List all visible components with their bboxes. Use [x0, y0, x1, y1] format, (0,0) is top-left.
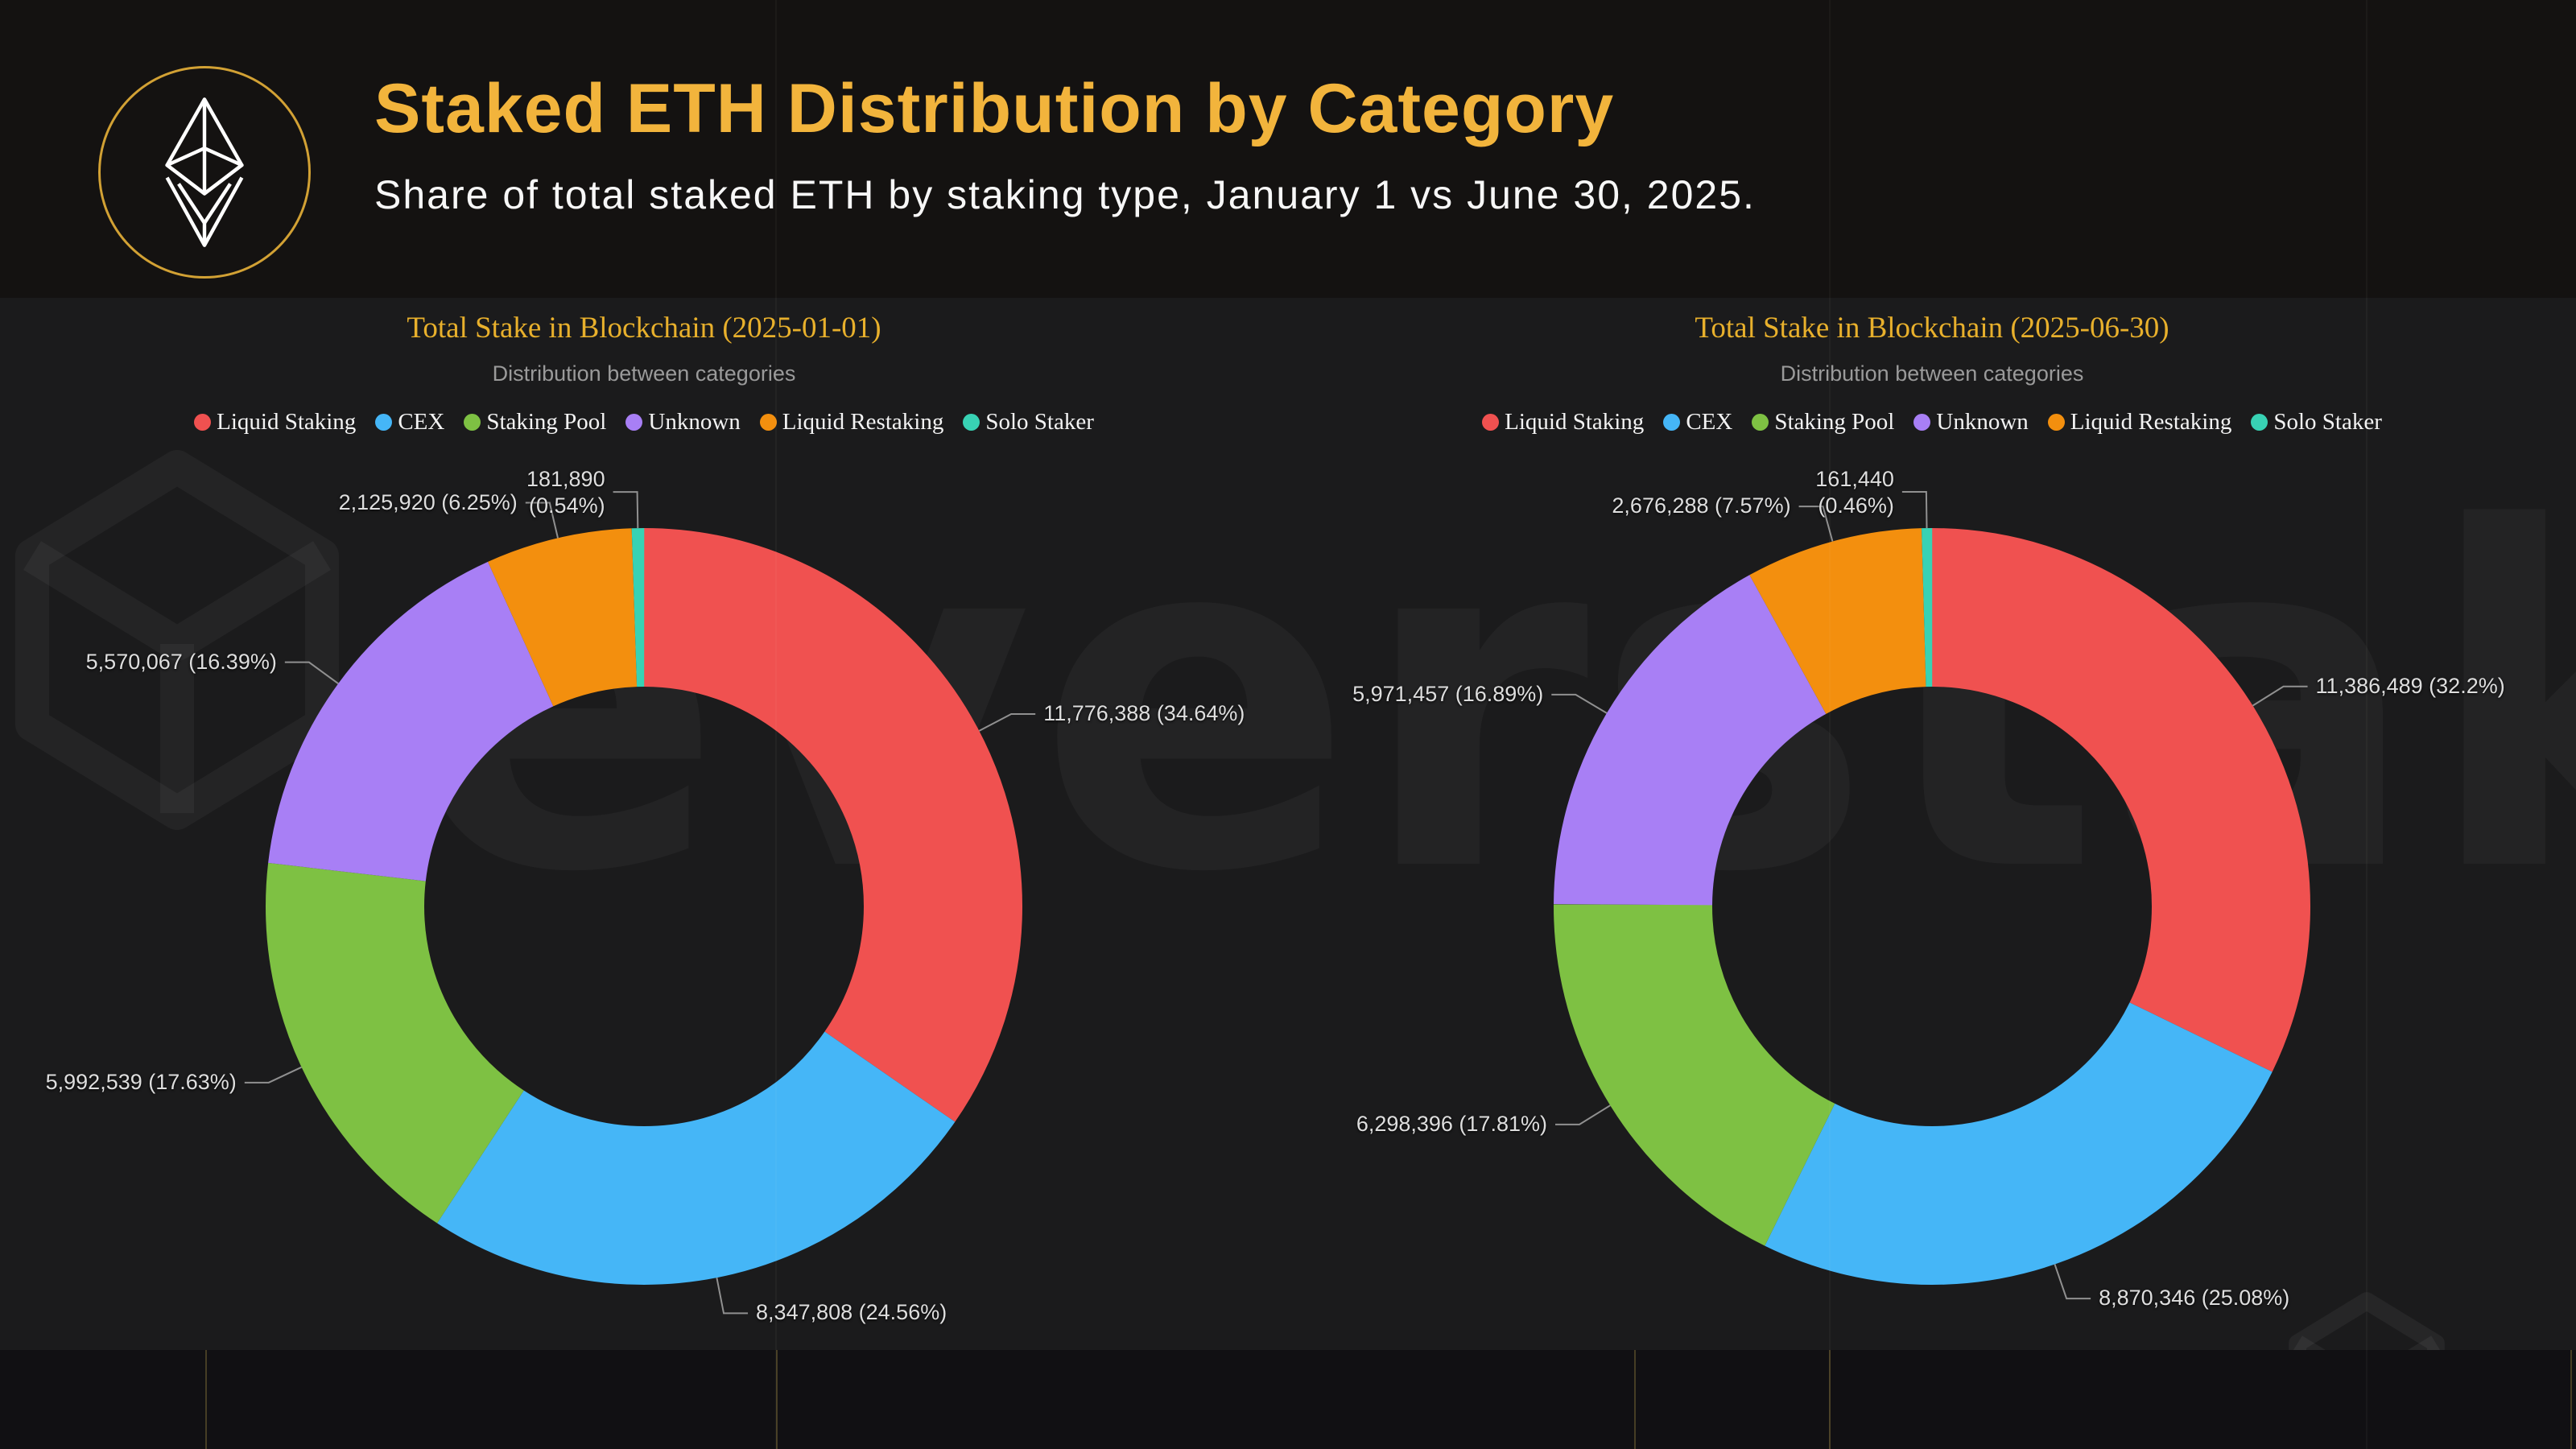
label-connector: [1554, 1104, 1611, 1125]
legend-dot: [1752, 414, 1769, 431]
label-connector: [1901, 491, 1928, 529]
label-connector: [244, 1066, 302, 1084]
pie-slice-cex[interactable]: [266, 528, 1022, 1285]
label-connector: [1798, 506, 1834, 542]
legend-dot: [625, 414, 643, 431]
legend-item-staking-pool[interactable]: Staking Pool: [464, 409, 606, 436]
charts-area: everstake Total Stake in Blockchain (202…: [0, 298, 2576, 1449]
legend-item-unknown[interactable]: Unknown: [1913, 409, 2029, 436]
legend-label: Liquid Staking: [1505, 409, 1645, 435]
legend-label: Staking Pool: [1774, 409, 1895, 435]
legend-item-cex[interactable]: CEX: [375, 409, 444, 436]
label-connector: [978, 713, 1036, 732]
legend-label: Unknown: [648, 409, 741, 435]
legend-item-solo-staker[interactable]: Solo Staker: [963, 409, 1094, 436]
legend-item-liquid-staking[interactable]: Liquid Staking: [1482, 409, 1644, 436]
legend-dot: [375, 414, 393, 431]
label-connector: [613, 491, 639, 529]
label-connector: [2252, 685, 2308, 707]
page-header: Staked ETH Distribution by Category Shar…: [0, 0, 2576, 298]
legend-dot: [759, 414, 777, 431]
pie-slice-cex[interactable]: [1554, 528, 2310, 1285]
ethereum-icon: [165, 97, 244, 247]
legend-dot: [1663, 414, 1681, 431]
legend-dot: [2251, 414, 2268, 431]
legend-label: Unknown: [1936, 409, 2029, 435]
data-label-cex: 8,870,346 (25.08%): [2099, 1286, 2290, 1311]
data-label-liquid-restaking: 2,125,920 (6.25%): [338, 489, 518, 514]
pie-slice-solo-staker[interactable]: [266, 528, 1022, 1285]
legend-item-staking-pool[interactable]: Staking Pool: [1752, 409, 1894, 436]
donut-chart: [244, 491, 1036, 1315]
page-subtitle: Share of total staked ETH by staking typ…: [374, 171, 1756, 217]
chart-subtitle: Distribution between categories: [492, 361, 796, 386]
legend-item-solo-staker[interactable]: Solo Staker: [2251, 409, 2382, 436]
chart-title: Total Stake in Blockchain (2025-06-30): [1695, 312, 2169, 345]
legend: Liquid Staking CEX Staking Pool Unknown Liqu…: [1288, 409, 2576, 436]
label-connector: [716, 1278, 749, 1315]
legend-label: CEX: [1686, 409, 1733, 435]
data-label-liquid-restaking: 2,676,288 (7.57%): [1612, 493, 1791, 518]
legend-label: Solo Staker: [985, 409, 1094, 435]
pie-slice-solo-staker[interactable]: [1554, 528, 2310, 1285]
pie-slice-staking-pool[interactable]: [266, 528, 1022, 1285]
donut-chart: [1551, 491, 2310, 1300]
pie-slice-staking-pool[interactable]: [1554, 528, 2310, 1285]
legend-dot: [464, 414, 481, 431]
data-label-cex: 8,347,808 (24.56%): [756, 1300, 947, 1325]
legend-item-liquid-staking[interactable]: Liquid Staking: [194, 409, 356, 436]
legend-dot: [1913, 414, 1931, 431]
chart-panel-jun: Total Stake in Blockchain (2025-06-30) D…: [1288, 298, 2576, 1350]
data-label-unknown: 5,971,457 (16.89%): [1352, 681, 1544, 706]
legend-item-cex[interactable]: CEX: [1663, 409, 1732, 436]
chart-subtitle: Distribution between categories: [1780, 361, 2084, 386]
data-label-solo-staker: 161,440 (0.46%): [1815, 467, 1894, 518]
legend-dot: [963, 414, 980, 431]
data-label-staking-pool: 6,298,396 (17.81%): [1356, 1111, 1547, 1136]
label-connector: [525, 502, 559, 539]
legend-label: CEX: [398, 409, 445, 435]
data-label-liquid-staking: 11,776,388 (34.64%): [1043, 701, 1245, 726]
data-label-unknown: 5,570,067 (16.39%): [85, 649, 277, 674]
legend-dot: [194, 414, 212, 431]
chart-panel-jan: Total Stake in Blockchain (2025-01-01) D…: [0, 298, 1288, 1350]
label-connector: [284, 661, 339, 684]
legend-label: Liquid Restaking: [2070, 409, 2232, 435]
legend: Liquid Staking CEX Staking Pool Unknown Liqu…: [0, 409, 1288, 436]
page-title: Staked ETH Distribution by Category: [374, 70, 1615, 147]
label-connector: [1551, 693, 1608, 714]
legend-item-liquid-restaking[interactable]: Liquid Restaking: [2047, 409, 2232, 436]
legend-label: Solo Staker: [2273, 409, 2382, 435]
footer-band: [0, 1350, 2576, 1449]
legend-dot: [2047, 414, 2065, 431]
legend-item-liquid-restaking[interactable]: Liquid Restaking: [759, 409, 944, 436]
legend-label: Liquid Restaking: [782, 409, 944, 435]
data-label-liquid-staking: 11,386,489 (32.2%): [2315, 673, 2505, 698]
data-label-staking-pool: 5,992,539 (17.63%): [45, 1069, 237, 1094]
legend-label: Staking Pool: [486, 409, 607, 435]
legend-dot: [1482, 414, 1500, 431]
brand-logo-circle: [98, 66, 311, 279]
label-connector: [2054, 1264, 2091, 1300]
data-label-solo-staker: 181,890 (0.54%): [526, 467, 605, 518]
legend-item-unknown[interactable]: Unknown: [625, 409, 741, 436]
legend-label: Liquid Staking: [217, 409, 357, 435]
chart-title: Total Stake in Blockchain (2025-01-01): [407, 312, 881, 345]
